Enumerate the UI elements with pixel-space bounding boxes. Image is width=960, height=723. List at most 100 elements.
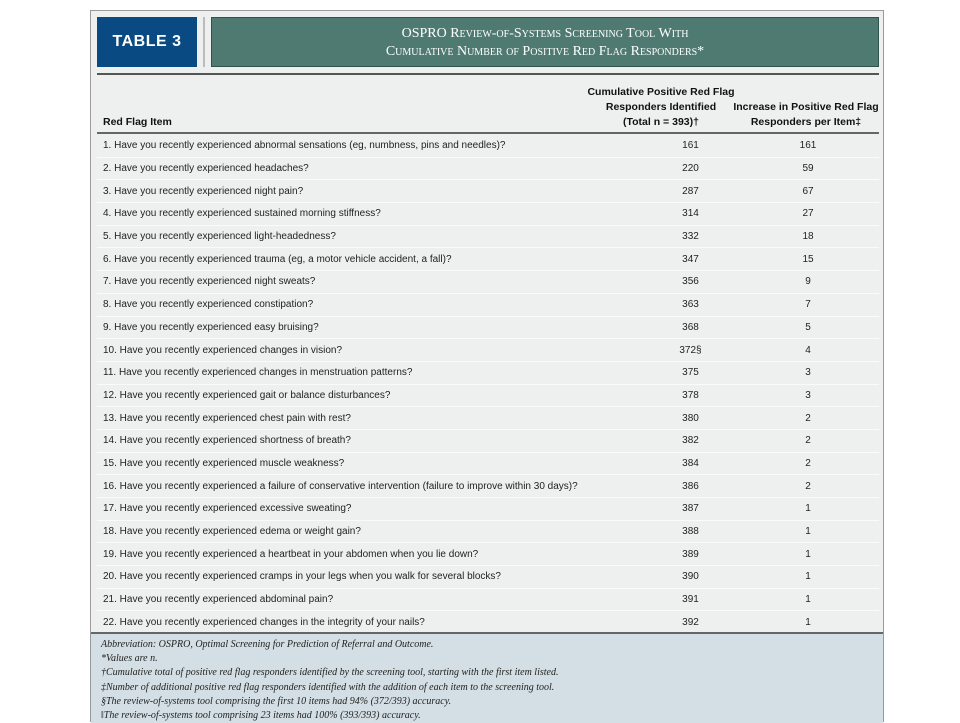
table-row: 5. Have you recently experienced light-h… <box>97 226 879 249</box>
cell-inc: 7 <box>805 299 811 311</box>
cell-cum: 386 <box>682 480 699 492</box>
cell-inc: 161 <box>799 140 817 152</box>
cell-item: 15. Have you recently experienced muscle… <box>103 457 345 469</box>
cell-item: 2. Have you recently experienced headach… <box>103 163 309 175</box>
cell-cum: 382 <box>682 435 699 447</box>
cell-item: 7. Have you recently experienced night s… <box>103 276 316 288</box>
cell-cum: 392 <box>682 616 699 628</box>
cell-item: 11. Have you recently experienced change… <box>103 367 413 379</box>
cell-item: 13. Have you recently experienced chest … <box>103 412 351 424</box>
footnote: ‡Number of additional positive red flag … <box>101 681 555 693</box>
divider <box>97 73 879 75</box>
table-label: TABLE 3 <box>97 17 197 67</box>
cell-inc: 5 <box>805 321 811 333</box>
divider <box>203 17 205 67</box>
header-line: Cumulative Positive Red Flag <box>587 86 735 98</box>
cell-cum: 380 <box>682 412 699 424</box>
cell-cum: 220 <box>682 163 699 175</box>
cell-cum: 363 <box>682 299 699 311</box>
cell-inc: 67 <box>802 185 814 197</box>
header-line: Responders Identified <box>605 101 717 113</box>
cell-inc: 2 <box>805 412 811 424</box>
table-row: 7. Have you recently experienced night s… <box>97 271 879 294</box>
cell-item: 16. Have you recently experienced a fail… <box>103 480 578 492</box>
header-line: (Total n = 393)† <box>623 116 699 128</box>
footnote: Abbreviation: OSPRO, Optimal Screening f… <box>101 639 434 650</box>
cell-inc: 2 <box>805 457 811 469</box>
cell-item: 12. Have you recently experienced gait o… <box>103 389 391 401</box>
table-row: 6. Have you recently experienced trauma … <box>97 248 879 272</box>
table-title: OSPRO Review-of-Systems Screening Tool W… <box>211 17 879 67</box>
cell-item: 6. Have you recently experienced trauma … <box>103 253 452 265</box>
header-cumulative: Cumulative Positive Red Flag Responders … <box>571 85 751 130</box>
cell-item: 8. Have you recently experienced constip… <box>103 299 314 311</box>
table-row: 2. Have you recently experienced headach… <box>97 158 879 181</box>
cell-inc: 1 <box>805 548 811 560</box>
cell-cum: 387 <box>682 503 699 515</box>
cell-item: 4. Have you recently experienced sustain… <box>103 208 381 220</box>
cell-inc: 3 <box>805 367 811 379</box>
footnote: *Values are n. <box>101 653 158 665</box>
cell-cum: 390 <box>682 571 699 583</box>
cell-item: 1. Have you recently experienced abnorma… <box>103 140 506 152</box>
cell-item: 21. Have you recently experienced abdomi… <box>103 594 334 606</box>
cell-inc: 9 <box>805 276 811 288</box>
table-row: 11. Have you recently experienced change… <box>97 362 879 385</box>
cell-item: 18. Have you recently experienced edema … <box>103 526 361 538</box>
footnotes: Abbreviation: OSPRO, Optimal Screening f… <box>91 632 883 723</box>
table-row: 14. Have you recently experienced shortn… <box>97 430 879 453</box>
cell-inc: 18 <box>802 231 814 243</box>
footnote: §The review-of-systems tool comprising t… <box>101 695 452 707</box>
table-body: 1. Have you recently experienced abnorma… <box>97 135 879 657</box>
cell-item: 9. Have you recently experienced easy br… <box>103 321 319 333</box>
cell-inc: 3 <box>805 389 811 401</box>
footnote: †Cumulative total of positive red flag r… <box>101 667 559 679</box>
cell-cum: 375 <box>682 367 699 379</box>
table-row: 9. Have you recently experienced easy br… <box>97 317 879 340</box>
divider <box>97 132 879 134</box>
cell-inc: 1 <box>805 526 811 538</box>
title-line-2: Cumulative Number of Positive Red Flag R… <box>385 44 705 59</box>
title-line-1: OSPRO Review-of-Systems Screening Tool W… <box>401 26 689 41</box>
cell-inc: 4 <box>805 344 811 356</box>
table-row: 12. Have you recently experienced gait o… <box>97 385 879 408</box>
table-row: 17. Have you recently experienced excess… <box>97 498 879 521</box>
table-row: 3. Have you recently experienced night p… <box>97 180 879 204</box>
table-row: 21. Have you recently experienced abdomi… <box>97 589 879 612</box>
cell-cum: 314 <box>682 208 699 220</box>
cell-inc: 1 <box>805 571 811 583</box>
header-increase: Increase in Positive Red Flag Responders… <box>731 100 881 130</box>
table-row: 20. Have you recently experienced cramps… <box>97 566 879 589</box>
cell-item: 19. Have you recently experienced a hear… <box>103 548 479 560</box>
cell-inc: 1 <box>805 594 811 606</box>
header-line: Responders per Item‡ <box>750 116 862 128</box>
cell-item: 22. Have you recently experienced change… <box>103 616 425 628</box>
footnote: ‖The review-of-systems tool comprising 2… <box>101 710 421 722</box>
table-figure: TABLE 3 OSPRO Review-of-Systems Screenin… <box>90 10 884 723</box>
table-row: 4. Have you recently experienced sustain… <box>97 203 879 226</box>
cell-cum: 391 <box>682 594 699 606</box>
table-row: 10. Have you recently experienced change… <box>97 339 879 362</box>
cell-inc: 27 <box>802 208 814 220</box>
cell-cum: 161 <box>682 140 699 152</box>
cell-item: 14. Have you recently experienced shortn… <box>103 435 351 447</box>
cell-item: 3. Have you recently experienced night p… <box>103 185 304 197</box>
table-row: 15. Have you recently experienced muscle… <box>97 453 879 476</box>
cell-item: 17. Have you recently experienced excess… <box>103 503 352 515</box>
table-row: 22. Have you recently experienced change… <box>97 611 879 635</box>
cell-cum: 368 <box>682 321 699 333</box>
cell-cum: 287 <box>682 185 699 197</box>
cell-cum: 389 <box>682 548 699 560</box>
cell-item: 10. Have you recently experienced change… <box>103 344 343 356</box>
cell-item: 20. Have you recently experienced cramps… <box>103 571 501 583</box>
table-row: 19. Have you recently experienced a hear… <box>97 543 879 567</box>
cell-cum: 372§ <box>679 344 702 356</box>
cell-inc: 1 <box>805 503 811 515</box>
cell-item: 5. Have you recently experienced light-h… <box>103 231 336 243</box>
cell-inc: 2 <box>805 480 811 492</box>
cell-inc: 2 <box>805 435 811 447</box>
table-row: 13. Have you recently experienced chest … <box>97 407 879 430</box>
table-row: 8. Have you recently experienced constip… <box>97 294 879 317</box>
header-line: Increase in Positive Red Flag <box>733 101 879 113</box>
cell-inc: 1 <box>805 616 811 628</box>
